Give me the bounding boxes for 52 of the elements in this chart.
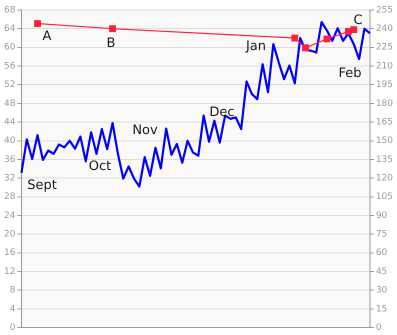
y-tick-label: 12 [4,266,16,277]
y2-tick-label: 195 [376,80,394,90]
annotation: Nov [132,123,158,138]
point [109,25,116,32]
annotation: C [353,13,363,28]
point [34,20,41,27]
y-tick-label: 16 [4,248,16,258]
annotation: Feb [338,66,362,81]
y2-tick-label: 15 [376,304,388,314]
annotation: Dec [209,105,235,120]
y-tick-label: 36 [4,154,16,165]
annotation: Jan [246,39,266,54]
y2-tick-label: 240 [376,24,394,34]
point [291,34,298,42]
y-tick-label: 52 [4,80,16,90]
y2-tick-label: 60 [376,248,388,258]
y-tick-label: 68 [4,5,16,16]
y2-tick-label: 45 [376,266,388,277]
y-tick-label: 24 [4,210,16,221]
y-tick-label: 40 [4,136,16,146]
y2-tick-label: 120 [376,173,394,184]
y-tick-label: 8 [10,286,16,296]
y-tick-label: 44 [4,117,16,128]
y2-tick-label: 135 [376,154,394,165]
y2-tick-label: 0 [376,322,382,333]
y2-tick-label: 150 [376,136,394,146]
y2-tick-label: 30 [376,286,388,296]
annotation: Oct [88,159,112,174]
annotation: A [42,29,52,44]
point [344,28,352,35]
y2-tick-label: 90 [376,210,388,221]
y-tick-label: 20 [4,230,16,240]
y2-tick-label: 105 [376,192,394,202]
y-tick-label: 64 [4,24,16,34]
point [302,44,309,52]
y2-tick-label: 165 [376,117,394,128]
y2-tick-label: 255 [376,5,394,16]
y-tick-label: 48 [4,98,16,109]
y-tick-label: 0 [10,322,16,333]
annotation: B [106,36,116,51]
y2-tick-label: 210 [376,61,394,72]
y2-tick-label: 180 [376,98,394,109]
point [350,26,358,34]
y-tick-label: 56 [4,61,16,72]
y-tick-label: 4 [10,304,16,314]
y-tick-label: 60 [4,42,16,53]
y-tick-label: 32 [4,173,16,184]
annotation: Sept [27,178,57,193]
point [324,36,330,42]
y2-tick-label: 225 [376,42,394,53]
y2-tick-label: 75 [376,230,388,240]
y-tick-label: 28 [4,192,16,202]
